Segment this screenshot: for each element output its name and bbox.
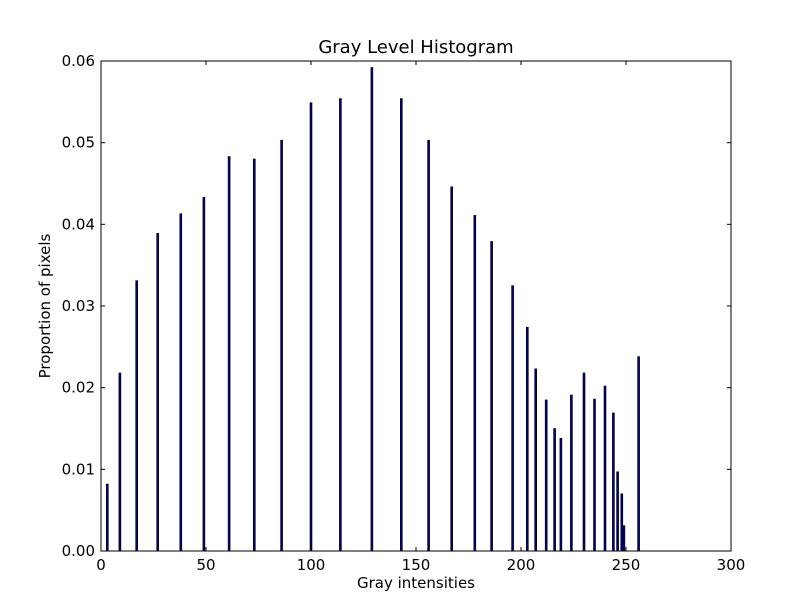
x-axis-label: Gray intensities [357, 574, 475, 592]
histogram-bar [427, 139, 430, 552]
bars-group [106, 67, 640, 552]
histogram-bar [490, 241, 493, 552]
histogram-bar [544, 399, 548, 552]
y-tick-label: 0.01 [62, 460, 95, 478]
histogram-bar [559, 437, 563, 552]
histogram-bar [118, 372, 122, 552]
histogram-bar [603, 385, 607, 552]
histogram-bar [593, 398, 596, 552]
histogram-bar [106, 483, 109, 552]
histogram-bar [370, 67, 374, 552]
histogram-bar [637, 356, 640, 552]
x-tick-label: 250 [612, 556, 641, 574]
y-tick-label: 0.04 [62, 215, 95, 233]
y-tick-label: 0.05 [62, 134, 95, 152]
histogram-bar [202, 197, 206, 552]
histogram-bar [622, 525, 626, 552]
plot-frame [100, 60, 732, 552]
histogram-bar [399, 98, 403, 552]
histogram-bar [620, 493, 624, 552]
x-tick-label: 300 [717, 556, 746, 574]
y-tick-label: 0.06 [62, 52, 95, 70]
y-tick-label: 0.02 [62, 379, 95, 397]
histogram-bar [309, 102, 313, 552]
x-axis-ticks: 0 50 100 150 200 250 300 [96, 61, 745, 574]
histogram-bar [570, 394, 573, 552]
y-axis-label: Proportion of pixels [36, 233, 54, 378]
histogram-bar [227, 156, 231, 552]
histogram-bar [511, 285, 514, 552]
histogram-bar [135, 280, 138, 552]
histogram-bar [450, 186, 454, 552]
x-tick-label: 200 [507, 556, 536, 574]
histogram-bar [582, 372, 586, 552]
y-tick-label: 0.00 [62, 542, 95, 560]
histogram-bar [253, 158, 256, 552]
histogram-bar [473, 215, 477, 552]
histogram-bar [534, 368, 538, 552]
y-tick-label: 0.03 [62, 297, 95, 315]
x-tick-label: 100 [297, 556, 326, 574]
x-tick-label: 150 [402, 556, 431, 574]
histogram-bar [280, 139, 283, 552]
x-tick-label: 50 [196, 556, 215, 574]
y-axis-ticks: 0.00 0.01 0.02 0.03 0.04 0.05 0.06 [62, 52, 731, 560]
histogram-bar [525, 326, 529, 552]
histogram-bar [612, 412, 615, 552]
histogram-bar [616, 471, 619, 552]
histogram-bar [553, 428, 556, 552]
histogram-bar [179, 213, 183, 552]
histogram-bar [156, 233, 159, 552]
chart-title: Gray Level Histogram [318, 37, 513, 58]
histogram-bar [339, 98, 342, 552]
x-tick-label: 0 [96, 556, 106, 574]
